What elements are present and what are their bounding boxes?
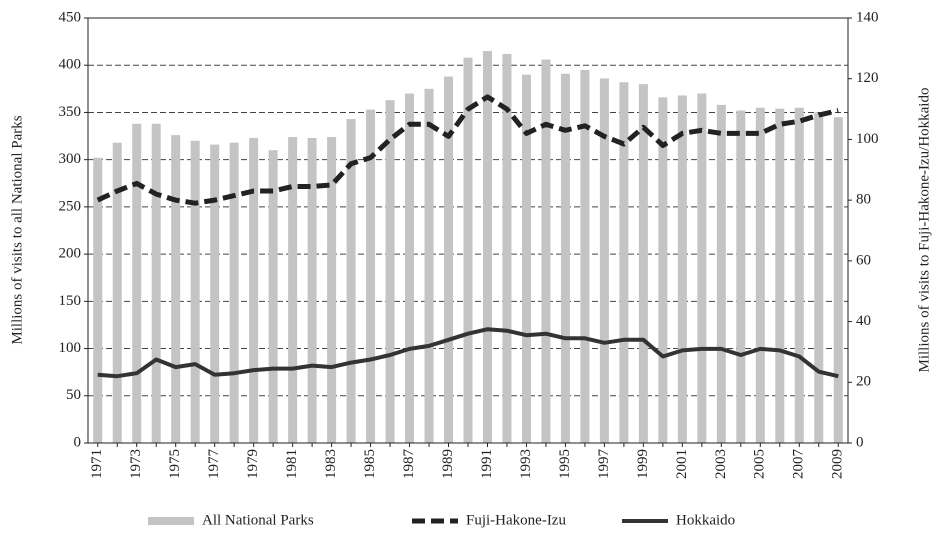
x-tick-label: 1993 (518, 449, 534, 479)
bar (755, 107, 765, 443)
bar (327, 137, 337, 443)
bar (619, 82, 629, 443)
bar (151, 123, 161, 444)
y2-tick-label: 100 (856, 131, 879, 147)
y2-tick-label: 20 (856, 374, 871, 390)
bar (794, 107, 804, 443)
x-tick-label: 1997 (596, 449, 612, 480)
x-tick-label: 1983 (323, 449, 339, 479)
bar (736, 110, 746, 444)
bar (112, 142, 122, 443)
bar (599, 78, 609, 443)
y-tick-label: 150 (59, 293, 82, 309)
x-tick-label: 1979 (245, 449, 261, 479)
y-tick-label: 250 (59, 198, 82, 214)
y-tick-label: 200 (59, 246, 82, 262)
x-tick-label: 1991 (479, 449, 495, 479)
bar (658, 97, 668, 443)
y-tick-label: 100 (59, 340, 82, 356)
bar (424, 88, 434, 443)
bar (521, 74, 531, 444)
y2-tick-label: 120 (856, 70, 879, 86)
bar (385, 100, 395, 444)
x-tick-label: 1987 (401, 449, 417, 480)
line-series (97, 327, 839, 379)
x-tick-label: 1975 (167, 449, 183, 479)
x-tick-label: 1981 (284, 449, 300, 479)
y-tick-label: 50 (66, 387, 81, 403)
x-tick-label: 1973 (128, 449, 144, 479)
x-tick-label: 2001 (674, 449, 690, 479)
bar (541, 59, 551, 444)
y-tick-label: 350 (59, 104, 82, 120)
x-tick-label: 1995 (557, 449, 573, 479)
bar (307, 137, 317, 443)
x-tick-label: 2007 (791, 449, 807, 480)
legend-label: Fuji-Hakone-Izu (466, 512, 566, 528)
x-tick-label: 2003 (713, 449, 729, 479)
y2-tick-label: 40 (856, 313, 871, 329)
legend-swatch (148, 517, 194, 525)
bar (697, 93, 707, 444)
bar (190, 140, 200, 443)
y2-tick-label: 0 (856, 434, 864, 450)
bar (229, 142, 239, 443)
legend-label: All National Parks (202, 512, 314, 528)
x-tick-label: 1977 (206, 449, 222, 480)
bar (716, 104, 726, 443)
x-tick-label: 1971 (89, 449, 105, 479)
bar (171, 135, 181, 443)
legend-label: Hokkaido (676, 512, 735, 528)
y-tick-label: 450 (59, 9, 82, 25)
bar (677, 95, 687, 443)
x-tick-label: 2005 (752, 449, 768, 479)
bar (93, 157, 103, 443)
bar (249, 137, 259, 443)
bar (405, 93, 415, 444)
line-series (96, 94, 839, 206)
bar (268, 150, 278, 443)
bar (288, 137, 298, 443)
bar (814, 112, 824, 443)
x-tick-label: 1985 (362, 449, 378, 479)
bar (132, 123, 142, 444)
bar (560, 73, 570, 443)
y-axis-label: Millions of visits to all National Parks (9, 115, 25, 344)
bar (366, 109, 376, 443)
bar (833, 117, 843, 444)
bar (346, 119, 356, 444)
bar (463, 57, 473, 444)
bar (482, 51, 492, 444)
y-tick-label: 0 (74, 434, 82, 450)
y2-tick-label: 140 (856, 9, 879, 25)
y-tick-label: 300 (59, 151, 82, 167)
y2-axis-label: Millions of visits to Fuji-Hakone-Izu/Ho… (916, 88, 932, 373)
bar (210, 144, 220, 444)
x-tick-label: 2009 (830, 449, 846, 479)
bar (638, 84, 648, 443)
bar (580, 69, 590, 443)
bar (444, 76, 454, 444)
bar (502, 53, 512, 444)
y2-tick-label: 80 (856, 192, 871, 208)
y2-tick-label: 60 (856, 252, 871, 268)
x-tick-label: 1999 (635, 449, 651, 479)
bar (775, 108, 785, 444)
x-tick-label: 1989 (440, 449, 456, 479)
y-tick-label: 400 (59, 57, 82, 73)
